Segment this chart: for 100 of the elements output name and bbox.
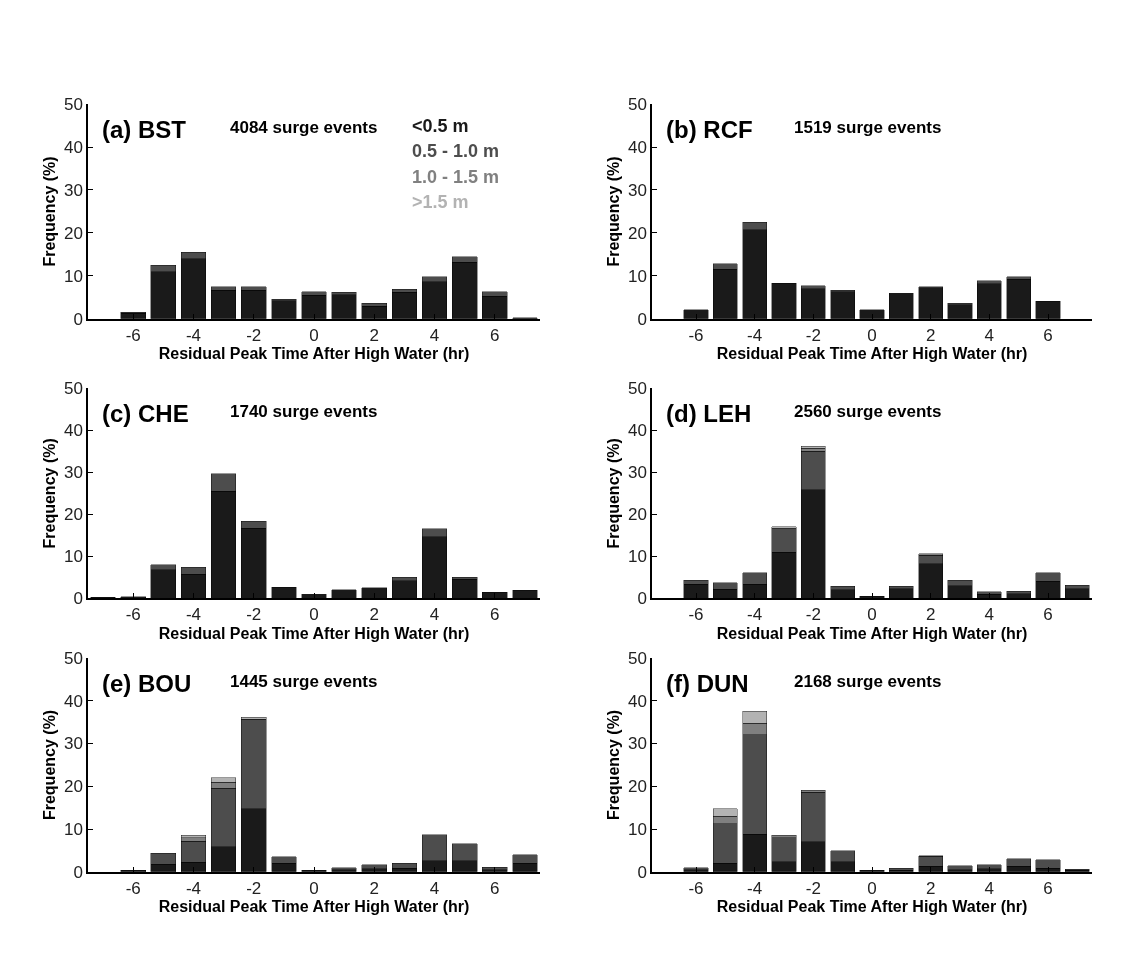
x-tick-label: -6 — [688, 878, 704, 898]
y-tick-label: 30 — [627, 734, 647, 754]
x-tick-label: -4 — [185, 878, 202, 898]
x-tick-label: -4 — [185, 325, 202, 345]
x-tick-label: 2 — [925, 878, 936, 898]
y-tick-label: 40 — [63, 137, 83, 157]
x-tick-label: -2 — [805, 605, 821, 625]
y-tick-label: 0 — [637, 589, 647, 609]
x-tick-label: -2 — [805, 325, 821, 345]
y-tick-label: 10 — [63, 547, 83, 567]
x-tick-label: 4 — [984, 325, 995, 345]
y-tick-label: 20 — [63, 777, 83, 797]
y-tick-label: 50 — [63, 95, 83, 115]
x-tick-label: -6 — [688, 605, 704, 625]
y-tick-label: 50 — [627, 379, 647, 399]
x-tick-label: 6 — [490, 878, 500, 898]
y-axis-title: Frequency (%) — [41, 438, 59, 549]
text: (d) LEH — [666, 400, 752, 427]
x-axis-title: Residual Peak Time After High Water (hr) — [158, 624, 470, 642]
y-tick-label: 0 — [73, 862, 83, 882]
text: (c) CHE — [102, 400, 189, 427]
x-tick-label: -4 — [185, 605, 202, 625]
y-tick-label: 30 — [627, 180, 647, 200]
x-tick-label: 4 — [429, 605, 440, 625]
x-axis-title: Residual Peak Time After High Water (hr) — [158, 345, 470, 363]
y-tick-label: 40 — [63, 421, 83, 441]
x-tick-label: -4 — [747, 605, 763, 625]
x-tick-label: 2 — [369, 878, 379, 898]
x-tick-label: -4 — [747, 878, 763, 898]
y-tick-label: 30 — [63, 463, 83, 483]
y-tick-label: 40 — [627, 137, 647, 157]
x-tick-label: -2 — [805, 878, 821, 898]
y-tick-label: 0 — [73, 589, 83, 609]
x-tick-label: 4 — [984, 605, 995, 625]
y-tick-label: 10 — [627, 819, 647, 839]
x-tick-label: 6 — [1043, 878, 1053, 898]
y-tick-label: 20 — [627, 223, 647, 243]
y-tick-label: 0 — [73, 309, 83, 329]
text: (e) BOU — [102, 670, 192, 697]
x-tick-label: -2 — [246, 878, 262, 898]
x-tick-label: 0 — [867, 605, 877, 625]
y-tick-label: 0 — [637, 862, 647, 882]
x-tick-label: 6 — [490, 325, 500, 345]
y-axis-title: Frequency (%) — [605, 438, 623, 549]
text: (b) RCF — [666, 116, 753, 143]
y-tick-label: 30 — [627, 463, 647, 483]
x-tick-label: 0 — [867, 325, 877, 345]
text: 1740 surge events — [230, 402, 378, 421]
y-tick-label: 20 — [63, 223, 83, 243]
text: 4084 surge events — [230, 118, 378, 137]
x-tick-label: 4 — [429, 325, 440, 345]
x-axis-title: Residual Peak Time After High Water (hr) — [716, 624, 1028, 642]
y-tick-label: 40 — [627, 691, 647, 711]
y-tick-label: 20 — [627, 777, 647, 797]
text: (f) DUN — [666, 670, 749, 697]
y-tick-label: 30 — [63, 180, 83, 200]
x-tick-label: -6 — [688, 325, 704, 345]
x-axis-title: Residual Peak Time After High Water (hr) — [716, 898, 1028, 916]
x-tick-label: 2 — [925, 325, 936, 345]
y-tick-label: 10 — [63, 266, 83, 286]
y-tick-label: 50 — [627, 95, 647, 115]
text: <0.5 m — [412, 116, 469, 136]
x-tick-label: 0 — [867, 878, 877, 898]
y-tick-label: 0 — [637, 309, 647, 329]
y-tick-label: 50 — [627, 649, 647, 668]
x-tick-label: -6 — [125, 878, 141, 898]
x-tick-label: -2 — [246, 605, 262, 625]
x-tick-label: 4 — [429, 878, 440, 898]
y-tick-label: 20 — [63, 505, 83, 525]
x-tick-label: 2 — [925, 605, 936, 625]
x-tick-label: -6 — [125, 325, 141, 345]
text: 2560 surge events — [794, 402, 942, 421]
y-tick-label: 10 — [63, 819, 83, 839]
text: 0.5 - 1.0 m — [412, 141, 500, 161]
x-tick-label: 0 — [309, 325, 319, 345]
y-tick-label: 40 — [627, 421, 647, 441]
text: 1445 surge events — [230, 672, 378, 691]
y-tick-label: 40 — [63, 691, 83, 711]
y-tick-label: 10 — [627, 547, 647, 567]
x-tick-label: 0 — [309, 605, 319, 625]
y-axis-title: Frequency (%) — [605, 709, 623, 821]
x-tick-label: 0 — [309, 878, 319, 898]
x-tick-label: 4 — [984, 878, 995, 898]
text: 2168 surge events — [794, 672, 942, 691]
y-tick-label: 50 — [63, 379, 83, 399]
y-axis-title: Frequency (%) — [605, 156, 623, 267]
x-tick-label: -4 — [747, 325, 763, 345]
x-tick-label: -2 — [246, 325, 262, 345]
x-tick-label: 2 — [369, 325, 379, 345]
y-tick-label: 20 — [627, 505, 647, 525]
x-tick-label: 6 — [1043, 605, 1053, 625]
x-tick-label: 6 — [490, 605, 500, 625]
y-tick-label: 50 — [63, 649, 83, 668]
y-axis-title: Frequency (%) — [41, 709, 59, 821]
y-tick-label: 10 — [627, 266, 647, 286]
text: (a) BST — [102, 116, 187, 143]
x-tick-label: 2 — [369, 605, 379, 625]
legend-label: >1.5 m — [412, 192, 469, 212]
text: 1519 surge events — [794, 118, 942, 137]
x-axis-title: Residual Peak Time After High Water (hr) — [716, 345, 1028, 363]
